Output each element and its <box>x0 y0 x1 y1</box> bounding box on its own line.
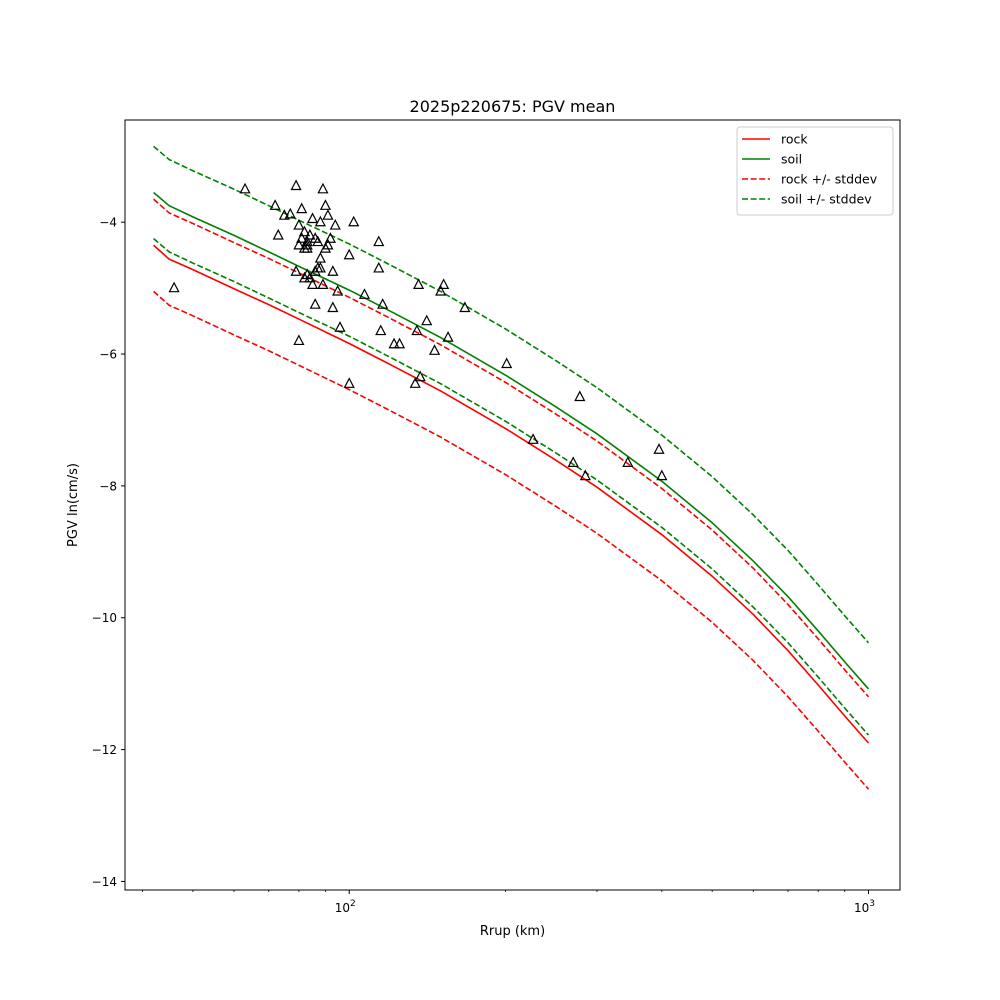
legend-label-rock-stddev: rock +/- stddev <box>781 172 878 187</box>
station-observation-marker <box>324 232 337 243</box>
series-line-soil <box>153 191 870 690</box>
x-tick-label: 103 <box>854 899 875 915</box>
station-observation-marker <box>375 324 387 336</box>
station-observation-marker <box>358 288 371 299</box>
legend-label-soil-stddev: soil +/- stddev <box>781 192 872 207</box>
station-observation-marker <box>301 235 313 247</box>
station-observation-marker <box>442 331 454 342</box>
station-observation-marker <box>304 228 316 240</box>
station-observation-marker <box>412 278 425 290</box>
legend-label-rock: rock <box>781 132 808 147</box>
plot-area <box>153 145 870 790</box>
station-observation-marker <box>574 390 586 402</box>
station-observation-marker <box>428 344 441 355</box>
y-tick-label: −10 <box>92 611 117 625</box>
station-observation-marker <box>343 248 355 260</box>
station-observation-marker <box>567 456 579 468</box>
station-observation-marker <box>301 238 313 250</box>
station-observation-marker <box>322 238 334 250</box>
station-observation-marker <box>322 209 334 220</box>
station-observation-marker <box>388 337 400 349</box>
station-observation-marker <box>327 301 339 313</box>
x-tick-label-base: 10 <box>335 901 350 915</box>
station-observation-marker <box>348 215 360 227</box>
series-line-soil-stddev <box>153 145 870 644</box>
station-observation-marker <box>298 225 311 237</box>
station-observation-marker <box>239 182 251 194</box>
x-tick-label-exponent: 2 <box>350 899 356 909</box>
station-observation-marker <box>306 278 319 290</box>
station-observation-marker <box>269 199 281 210</box>
series-line-rock <box>153 244 870 744</box>
station-observation-marker <box>296 202 308 214</box>
station-observation-marker <box>284 207 296 219</box>
station-observation-marker <box>272 228 284 240</box>
station-observation-marker <box>622 456 634 468</box>
station-observation-marker <box>393 337 406 349</box>
station-observation-marker <box>329 218 341 230</box>
station-observation-marker <box>421 314 433 326</box>
station-observation-marker <box>304 271 316 283</box>
chart-title: 2025p220675: PGV mean <box>410 97 616 116</box>
series-line-rock-stddev <box>153 198 870 698</box>
y-tick-label: −14 <box>92 875 117 889</box>
y-axis-label: PGV ln(cm/s) <box>66 463 81 547</box>
series-line-rock-stddev <box>153 290 870 790</box>
x-tick-label: 102 <box>335 899 356 915</box>
x-axis: 102 103 <box>142 890 875 915</box>
y-tick-label: −6 <box>99 348 117 362</box>
station-observation-marker <box>296 232 308 243</box>
station-observation-marker <box>411 324 423 336</box>
station-observation-marker <box>293 334 305 346</box>
y-tick-label: −4 <box>99 216 117 230</box>
y-tick-label: −8 <box>99 479 117 493</box>
station-observation-marker <box>298 271 311 283</box>
station-observation-marker <box>168 281 180 293</box>
station-observation-marker <box>306 212 319 224</box>
station-observation-marker <box>327 265 339 276</box>
station-observation-marker <box>293 218 305 230</box>
station-observation-marker <box>293 238 305 250</box>
station-observation-marker <box>290 265 302 276</box>
station-observation-marker <box>527 433 539 444</box>
station-observation-marker <box>317 182 329 194</box>
y-axis: −4 −6 −8 −10 −12 −14 <box>92 216 125 889</box>
series-line-soil-stddev <box>153 238 870 736</box>
station-observation-marker <box>319 199 332 210</box>
plot-frame <box>124 119 901 891</box>
station-observation-marker <box>334 321 346 332</box>
station-observation-marker <box>317 278 329 290</box>
station-observation-marker <box>653 443 665 454</box>
x-axis-label: Rrup (km) <box>480 924 545 939</box>
station-observation-marker <box>435 284 447 296</box>
x-tick-label-base: 10 <box>854 901 869 915</box>
x-tick-label-exponent: 3 <box>869 899 875 909</box>
station-observation-marker <box>377 298 389 309</box>
station-observation-marker <box>373 261 385 273</box>
station-observation-marker <box>414 370 426 382</box>
station-observation-marker <box>409 377 421 388</box>
legend-box <box>736 126 894 216</box>
station-observation-marker <box>314 261 326 273</box>
station-observation-marker <box>314 215 326 227</box>
y-tick-label: −12 <box>92 743 117 757</box>
station-observation-marker <box>312 235 324 247</box>
station-observation-marker <box>309 298 321 309</box>
station-observation-marker <box>459 301 471 313</box>
station-observation-marker <box>579 469 591 481</box>
station-observation-marker <box>343 377 355 388</box>
station-observation-marker <box>373 235 385 247</box>
legend: rock soil rock +/- stddev soil +/- stddev <box>736 126 894 216</box>
station-observation-marker <box>501 357 513 369</box>
station-observation-marker <box>656 469 668 481</box>
station-observation-marker <box>438 278 450 290</box>
legend-label-soil: soil <box>781 152 802 167</box>
station-observation-marker <box>309 265 321 276</box>
station-observation-marker <box>290 179 302 191</box>
station-observation-marker <box>332 284 344 296</box>
station-observation-marker <box>301 242 313 253</box>
station-observation-marker <box>319 242 332 253</box>
